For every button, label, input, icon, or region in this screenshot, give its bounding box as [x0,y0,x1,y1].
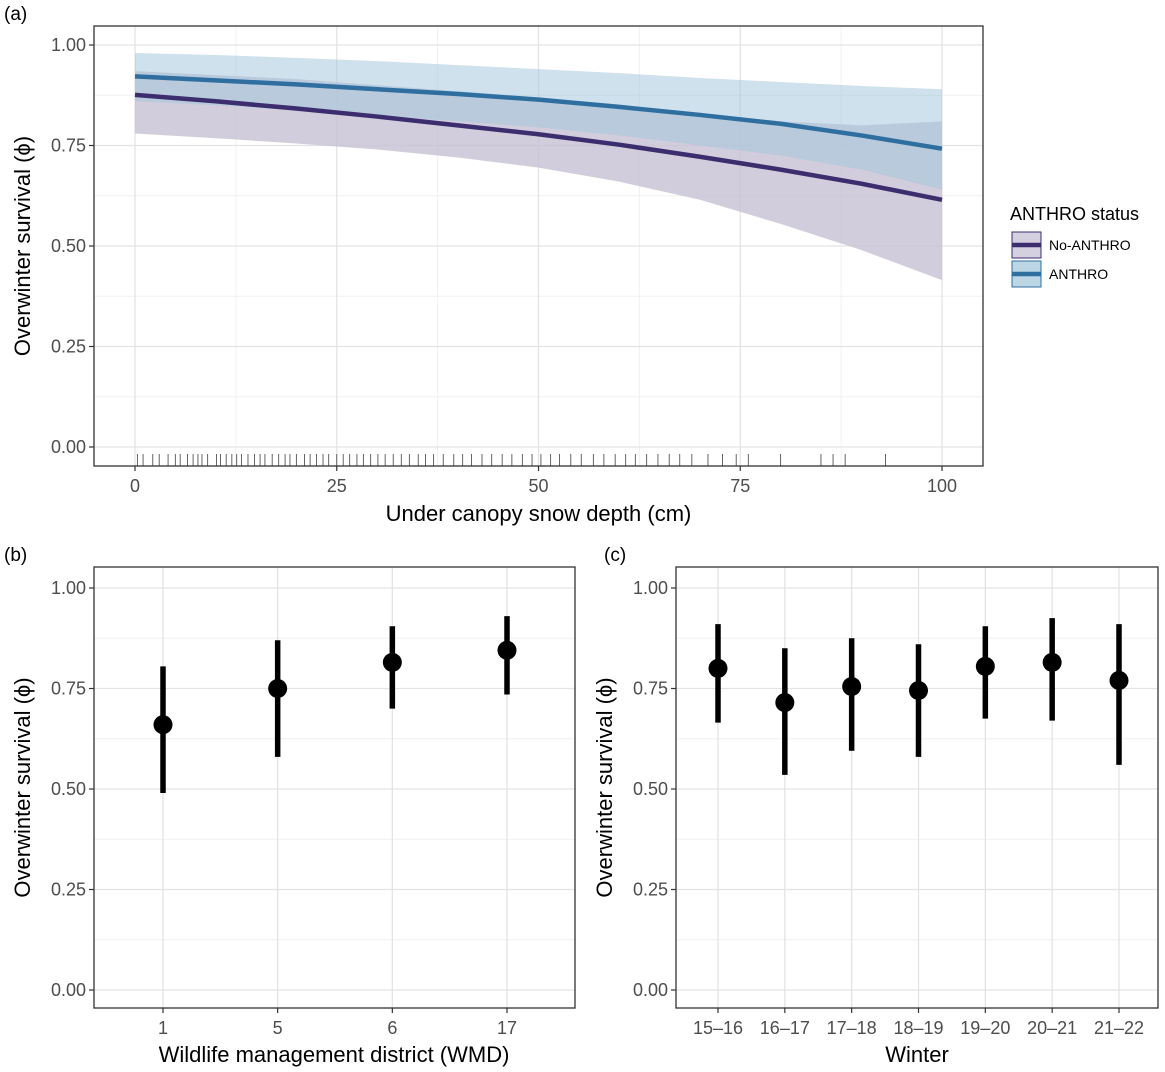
x-axis-title: Under canopy snow depth (cm) [386,501,692,526]
y-tick-label: 0.00 [51,437,86,457]
y-tick-label: 0.00 [633,980,668,1000]
y-tick-label: 0.75 [51,136,86,156]
plot-frame [93,566,576,1009]
data-point [382,626,402,709]
point-marker [975,656,995,676]
legend: ANTHRO status No-ANTHRO ANTHRO [1010,204,1139,288]
y-axis-title: Overwinter survival (ϕ) [10,677,35,897]
x-tick-label: 21–22 [1094,1018,1144,1038]
y-tick-label: 0.25 [633,880,668,900]
x-tick-label: 6 [387,1018,397,1038]
y-tick-label: 0.50 [51,779,86,799]
y-tick-label: 0.00 [51,980,86,1000]
y-tick-label: 0.50 [633,779,668,799]
x-axis-title: Wildlife management district (WMD) [159,1042,510,1067]
data-point [153,666,173,794]
x-tick-label: 75 [730,476,750,496]
panel-label: (b) [4,545,27,566]
x-axis-title: Winter [885,1042,949,1067]
point-marker [268,679,288,698]
data-point [775,648,795,775]
panel-label: (a) [4,4,27,25]
y-tick-label: 0.25 [51,880,86,900]
data-point [1109,624,1129,765]
data-point [268,640,288,757]
y-axis-title: Overwinter survival (ϕ) [10,136,35,356]
point-marker [497,640,517,660]
x-tick-label: 19–20 [960,1018,1010,1038]
x-tick-label: 18–19 [893,1018,943,1038]
point-marker [382,652,402,672]
legend-title: ANTHRO status [1010,204,1139,224]
x-tick-label: 20–21 [1027,1018,1077,1038]
plot-frame [675,566,1159,1009]
x-tick-label: 50 [528,476,548,496]
x-tick-label: 1 [158,1018,168,1038]
point-marker [1109,670,1129,690]
point-marker [775,693,795,713]
x-tick-label: 17–18 [827,1018,877,1038]
data-point [1042,618,1062,721]
y-tick-label: 0.75 [633,679,668,699]
series-line-no-anthro [134,92,943,202]
data-point [708,624,728,723]
y-tick-label: 0.50 [51,236,86,256]
x-tick-label: 5 [273,1018,283,1038]
point-marker [909,681,928,701]
point-marker [153,715,173,735]
x-tick-label: 17 [497,1018,517,1038]
legend-label: ANTHRO [1049,266,1108,282]
legend-item: ANTHRO [1011,260,1108,288]
panel-a: (a) 0.00 0.25 0.50 0.75 1.00 0 25 50 75 100 Under c… [4,4,1139,526]
panel-label: (c) [604,545,626,566]
y-tick-label: 1.00 [51,578,86,598]
y-tick-label: 1.00 [51,35,86,55]
data-point [909,644,928,757]
data-point [842,638,862,751]
data-point [497,616,517,695]
x-tick-label: 15–16 [693,1018,743,1038]
legend-item: No-ANTHRO [1011,231,1131,259]
point-marker [708,658,728,678]
y-tick-label: 0.75 [51,679,86,699]
y-tick-label: 1.00 [633,578,668,598]
legend-label: No-ANTHRO [1049,237,1131,253]
x-tick-label: 25 [327,476,347,496]
data-point [975,626,995,719]
series-line-anthro [134,74,943,151]
panel-b: (b) 0.00 0.25 0.50 0.75 1.00 1 5 6 17 Wildlife man… [4,545,576,1067]
y-axis-title: Overwinter survival (ϕ) [592,677,617,897]
x-tick-label: 0 [130,476,140,496]
x-tick-label: 100 [927,476,957,496]
y-tick-label: 0.25 [51,337,86,357]
point-marker [1042,652,1062,672]
panel-c: (c) 0.00 0.25 0.50 0.75 1.00 15–16 16–17 17–18 18… [592,545,1159,1067]
x-tick-label: 16–17 [760,1018,810,1038]
point-marker [842,676,862,696]
